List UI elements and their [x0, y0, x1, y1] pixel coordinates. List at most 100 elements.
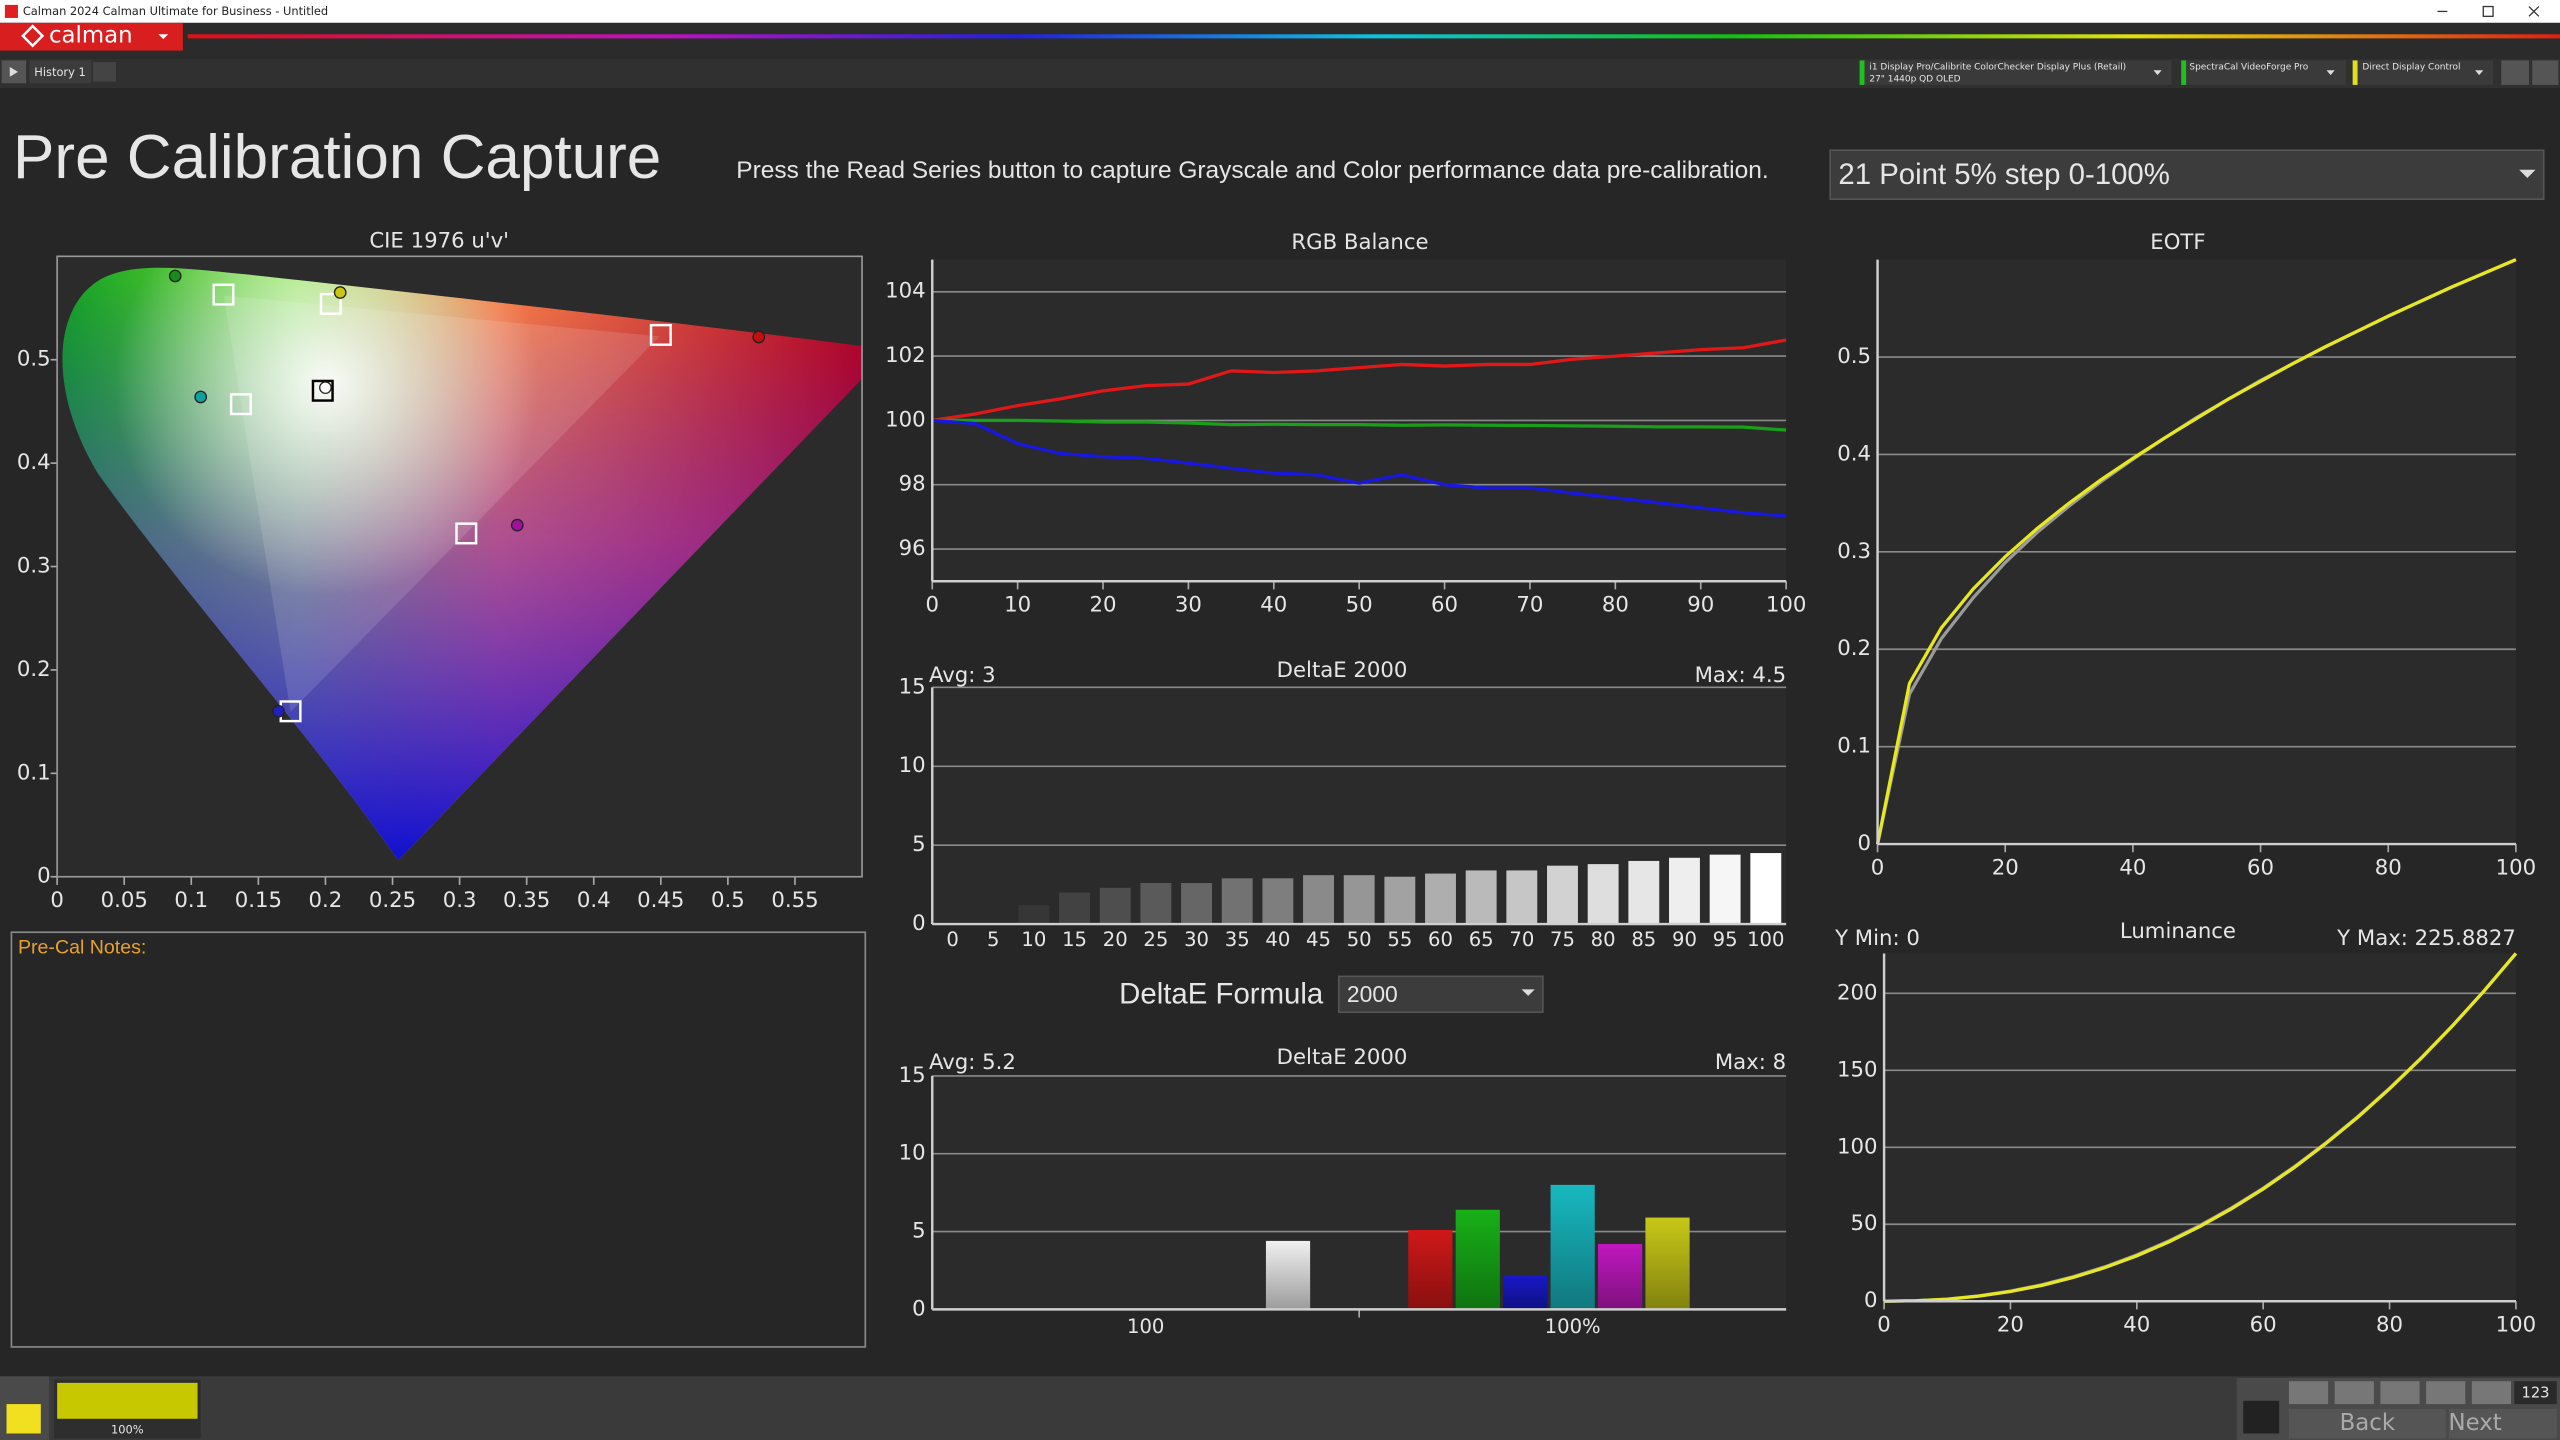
chart-title: RGB Balance	[1291, 230, 1428, 255]
logo-text: calman	[49, 22, 133, 48]
x-tick-label: 40	[1260, 593, 1287, 618]
y-tick-label: 15	[899, 674, 926, 699]
bar	[1709, 854, 1741, 925]
target-marker	[455, 522, 478, 545]
y-tick-label: 0.3	[17, 554, 51, 579]
y-tick-label: 5	[912, 832, 926, 857]
back-button[interactable]	[2288, 1408, 2446, 1439]
collapse-button[interactable]	[2532, 60, 2559, 85]
series-dropdown[interactable]	[1829, 149, 2545, 200]
bar	[1465, 870, 1497, 925]
plot-area	[932, 1075, 1787, 1310]
chart-title: DeltaE 2000	[1277, 658, 1408, 683]
bar	[1669, 857, 1700, 925]
device-status	[2181, 60, 2187, 85]
y-tick-label: 100	[885, 407, 926, 432]
x-tick-label: 100	[2496, 1313, 2537, 1338]
bar-shade	[1503, 1275, 1548, 1310]
logo-mark	[21, 24, 45, 48]
notes-label: Pre-Cal Notes:	[18, 937, 146, 959]
device-dropdown[interactable]	[1859, 60, 2172, 85]
x-tick-label: 95	[1713, 928, 1738, 951]
x-tick-label: 35	[1225, 928, 1250, 951]
x-tick-label: 40	[1265, 928, 1290, 951]
x-tick-label: 0	[50, 888, 64, 913]
y-tick-label: 0	[912, 911, 926, 936]
bar	[1018, 905, 1050, 925]
device-dropdown[interactable]	[2352, 60, 2494, 85]
y-tick-label: 0.5	[1837, 344, 1871, 369]
measured-marker	[752, 330, 766, 344]
bar	[1506, 870, 1538, 925]
x-tick-label: 0.3	[443, 888, 477, 913]
dropdown-arrow	[1521, 989, 1535, 996]
x-tick-label: 0.55	[771, 888, 818, 913]
swatch-label: 100%	[111, 1423, 144, 1437]
x-tick-label: 75	[1550, 928, 1575, 951]
x-tick-label: 65	[1469, 928, 1494, 951]
x-tick-label: 0.15	[235, 888, 282, 913]
window-controls[interactable]	[2437, 5, 2540, 17]
measured-marker	[272, 704, 285, 718]
device-label: Direct Display Control	[2362, 62, 2460, 72]
window-title: Calman 2024 Calman Ultimate for Business…	[23, 4, 328, 18]
x-tick-label: 100	[1766, 593, 1807, 618]
measured-marker	[168, 269, 182, 283]
deltae-formula-dropdown[interactable]	[1337, 975, 1544, 1014]
bar	[1384, 876, 1416, 925]
bar	[1425, 873, 1456, 925]
y-tick-label: 98	[899, 472, 926, 497]
bar-shade	[1265, 1240, 1311, 1310]
bar	[1343, 875, 1375, 925]
x-tick-label: 80	[2375, 856, 2402, 881]
bar-shade	[1408, 1230, 1453, 1310]
device-sub: 27" 1440p QD OLED	[1869, 75, 1960, 85]
notes-box[interactable]	[10, 931, 867, 1348]
dropdown-arrow	[2153, 70, 2162, 76]
device-status	[1859, 60, 1865, 85]
y-tick-label: 150	[1837, 1057, 1878, 1082]
x-tick-label: 15	[1062, 928, 1087, 951]
bar	[1221, 878, 1253, 925]
x-tick-label: 0.25	[369, 888, 416, 913]
plot-area	[1884, 953, 2516, 1302]
x-tick-label: 60	[2247, 856, 2274, 881]
control-buttons[interactable]	[2288, 1381, 2512, 1405]
x-tick-label: 80	[2376, 1313, 2403, 1338]
x-tick-label: 50	[1346, 593, 1373, 618]
x-tick-label: 100%	[1545, 1315, 1601, 1338]
target-marker	[311, 379, 334, 402]
series-line	[932, 418, 1787, 518]
next-button[interactable]	[2448, 1408, 2557, 1439]
y-tick-label: 96	[899, 536, 926, 561]
tab-add[interactable]	[93, 62, 116, 82]
history-tab[interactable]	[29, 60, 92, 84]
y-tick-label: 50	[1851, 1211, 1878, 1236]
settings-button[interactable]	[2501, 60, 2529, 85]
ymax-label: Y Max: 225.8827	[2336, 926, 2516, 951]
measured-marker	[510, 518, 524, 532]
x-tick-label: 0	[1871, 856, 1885, 881]
chart-title: DeltaE 2000	[1277, 1045, 1408, 1070]
stop-button[interactable]	[2243, 1400, 2280, 1434]
bar-shade	[1455, 1209, 1500, 1310]
device-dropdown[interactable]	[2181, 60, 2347, 85]
x-tick-label: 20	[1090, 593, 1117, 618]
avg-label: Avg: 3	[929, 663, 996, 688]
page-title: Pre Calibration Capture	[13, 123, 661, 192]
chart-title: EOTF	[2150, 230, 2205, 255]
x-tick-label: 60	[1431, 593, 1458, 618]
y-tick-label: 102	[885, 343, 926, 368]
title-bar	[0, 0, 2560, 23]
x-tick-label: 60	[2250, 1313, 2277, 1338]
patch-swatch	[57, 1382, 198, 1419]
device-label: SpectraCal VideoForge Pro	[2189, 62, 2308, 72]
rainbow-line	[187, 34, 2560, 39]
y-tick-label: 0.1	[1837, 734, 1871, 759]
x-tick-label: 85	[1631, 928, 1656, 951]
x-tick-label: 100	[1127, 1315, 1164, 1338]
target-marker	[212, 283, 235, 306]
x-tick-label: 70	[1516, 593, 1543, 618]
x-tick-label: 20	[1997, 1313, 2024, 1338]
